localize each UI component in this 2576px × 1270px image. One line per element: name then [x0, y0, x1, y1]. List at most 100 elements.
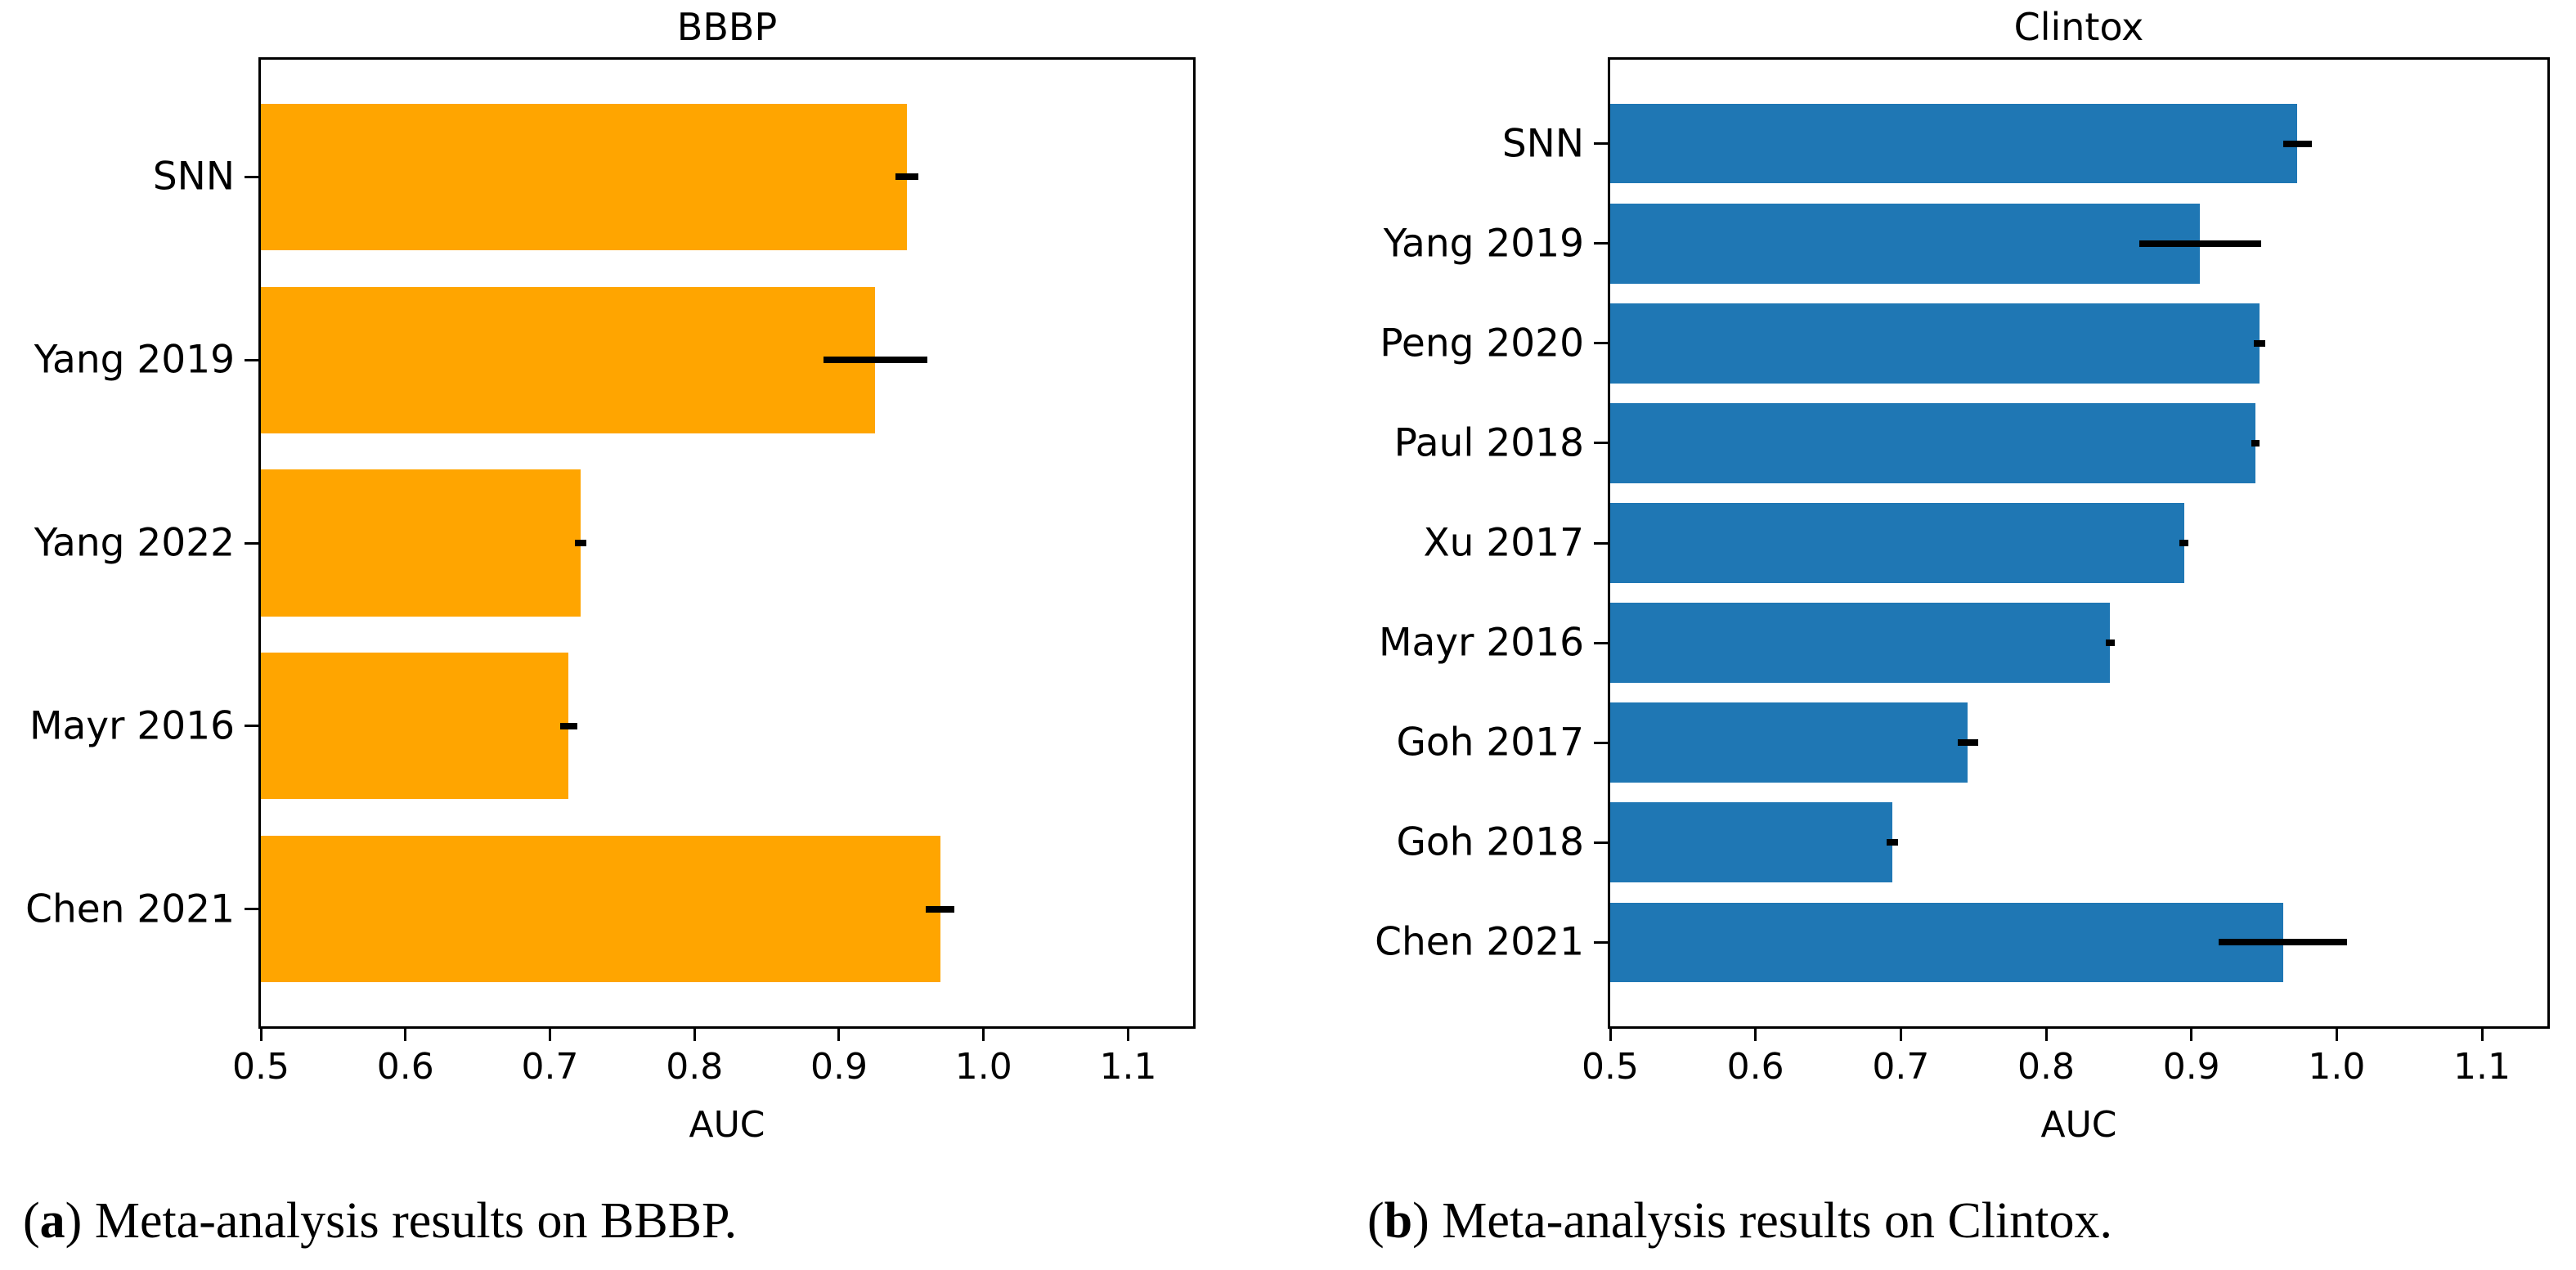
caption-close-paren: ) — [65, 1193, 95, 1249]
caption-open-paren: ( — [23, 1193, 40, 1249]
y-tick-label: SNN — [152, 154, 235, 200]
bar — [1610, 403, 2255, 483]
x-tick-mark — [2335, 1026, 2338, 1041]
x-axis-label: AUC — [689, 1104, 765, 1146]
error-bar — [895, 173, 919, 181]
x-tick-mark — [1126, 1026, 1129, 1041]
error-bar — [2251, 439, 2260, 447]
bar — [261, 469, 581, 617]
x-tick-mark — [837, 1026, 841, 1041]
caption-letter: b — [1384, 1193, 1413, 1249]
x-tick-label: 0.9 — [2162, 1046, 2220, 1088]
x-tick-label: 0.7 — [1872, 1046, 1930, 1088]
y-tick-mark — [1594, 841, 1610, 844]
x-tick-label: 0.6 — [376, 1046, 434, 1088]
x-tick-mark — [1899, 1026, 1902, 1041]
caption-a: (a) Meta-analysis results on BBBP. — [23, 1196, 737, 1246]
bar — [1610, 203, 2201, 284]
y-tick-label: Yang 2019 — [1383, 221, 1584, 267]
error-bar — [2138, 240, 2261, 247]
bar — [1610, 802, 1892, 883]
x-tick-label: 0.5 — [1582, 1046, 1639, 1088]
x-tick-mark — [1609, 1026, 1612, 1041]
x-tick-label: 1.0 — [954, 1046, 1012, 1088]
plot-area: SNN Yang 2019 Yang 2022 Mayr 2016 Chen 2021 0… — [25, 57, 1196, 1085]
x-tick-label: 0.8 — [2017, 1046, 2076, 1088]
y-tick-mark — [245, 908, 261, 911]
x-tick-mark — [2190, 1026, 2193, 1041]
caption-b: (b) Meta-analysis results on Clintox. — [1367, 1196, 2112, 1246]
error-bar — [823, 357, 927, 364]
y-tick-mark — [1594, 741, 1610, 744]
x-tick-mark — [982, 1026, 985, 1041]
y-tick-mark — [1594, 442, 1610, 445]
y-tick-mark — [1594, 342, 1610, 345]
y-tick-mark — [245, 725, 261, 728]
y-tick-label: Paul 2018 — [1393, 420, 1584, 466]
caption-open-paren: ( — [1367, 1193, 1384, 1249]
x-tick-label: 0.7 — [521, 1046, 579, 1088]
caption-letter: a — [39, 1193, 65, 1249]
x-tick-label: 0.5 — [232, 1046, 289, 1088]
y-tick-mark — [1594, 641, 1610, 644]
x-tick-mark — [548, 1026, 551, 1041]
caption-text: Meta-analysis results on BBBP. — [94, 1193, 738, 1249]
bar — [1610, 902, 2283, 983]
caption-close-paren: ) — [1412, 1193, 1443, 1249]
error-bar — [1957, 739, 1978, 747]
error-bar — [2254, 339, 2266, 347]
x-tick-mark — [404, 1026, 407, 1041]
bar — [1610, 603, 2111, 683]
y-tick-label: Goh 2018 — [1396, 819, 1584, 865]
error-bar — [2282, 140, 2313, 147]
y-tick-label: Yang 2019 — [34, 337, 235, 383]
x-tick-mark — [693, 1026, 696, 1041]
y-tick-label: Yang 2022 — [34, 520, 235, 566]
error-bar — [926, 905, 955, 913]
y-tick-mark — [1594, 940, 1610, 944]
y-tick-label: Chen 2021 — [1375, 919, 1584, 965]
bar — [1610, 303, 2260, 384]
caption-text: Meta-analysis results on Clintox. — [1442, 1193, 2112, 1249]
error-bar — [574, 540, 586, 546]
error-bar — [1886, 839, 1898, 846]
x-tick-mark — [2044, 1026, 2048, 1041]
y-tick-mark — [1594, 242, 1610, 245]
y-tick-label: Mayr 2016 — [1378, 620, 1584, 666]
y-tick-label: Mayr 2016 — [29, 703, 235, 749]
y-tick-label: Xu 2017 — [1423, 520, 1584, 566]
x-axis-label: AUC — [2040, 1104, 2117, 1146]
plot-area: SNN Yang 2019 Peng 2020 Paul 2018 Xu 2017 May… — [1375, 57, 2550, 1085]
x-tick-label: 1.0 — [2308, 1046, 2366, 1088]
y-tick-label: Goh 2017 — [1396, 720, 1584, 765]
y-tick-mark — [245, 541, 261, 545]
error-bar — [2179, 540, 2189, 546]
x-tick-mark — [2480, 1026, 2484, 1041]
x-tick-label: 0.9 — [810, 1046, 868, 1088]
bar — [1610, 702, 1968, 783]
y-tick-label: SNN — [1501, 121, 1584, 167]
bar — [1610, 503, 2184, 583]
x-tick-label: 1.1 — [2453, 1046, 2511, 1088]
chart-title: Clintox — [2013, 5, 2144, 49]
bar — [261, 653, 569, 800]
bar — [261, 836, 940, 983]
bbbp-chart: BBBP SNN Yang 2019 Yang 2022 Mayr 2016 Chen … — [25, 8, 1196, 1143]
y-tick-label: Chen 2021 — [25, 886, 235, 932]
y-tick-mark — [1594, 541, 1610, 545]
x-tick-label: 0.8 — [666, 1046, 724, 1088]
x-tick-mark — [1754, 1026, 1757, 1041]
y-tick-mark — [245, 175, 261, 178]
y-tick-label: Peng 2020 — [1380, 321, 1584, 366]
error-bar — [2219, 939, 2347, 946]
error-bar — [559, 722, 578, 729]
bar — [261, 286, 876, 433]
clintox-chart: Clintox SNN Yang 2019 Peng 2020 Paul 2018 Xu… — [1375, 8, 2550, 1143]
bar — [1610, 103, 2298, 184]
x-tick-mark — [259, 1026, 263, 1041]
x-tick-label: 0.6 — [1726, 1046, 1784, 1088]
x-tick-label: 1.1 — [1099, 1046, 1157, 1088]
bar — [261, 103, 908, 250]
error-bar — [2105, 639, 2115, 647]
